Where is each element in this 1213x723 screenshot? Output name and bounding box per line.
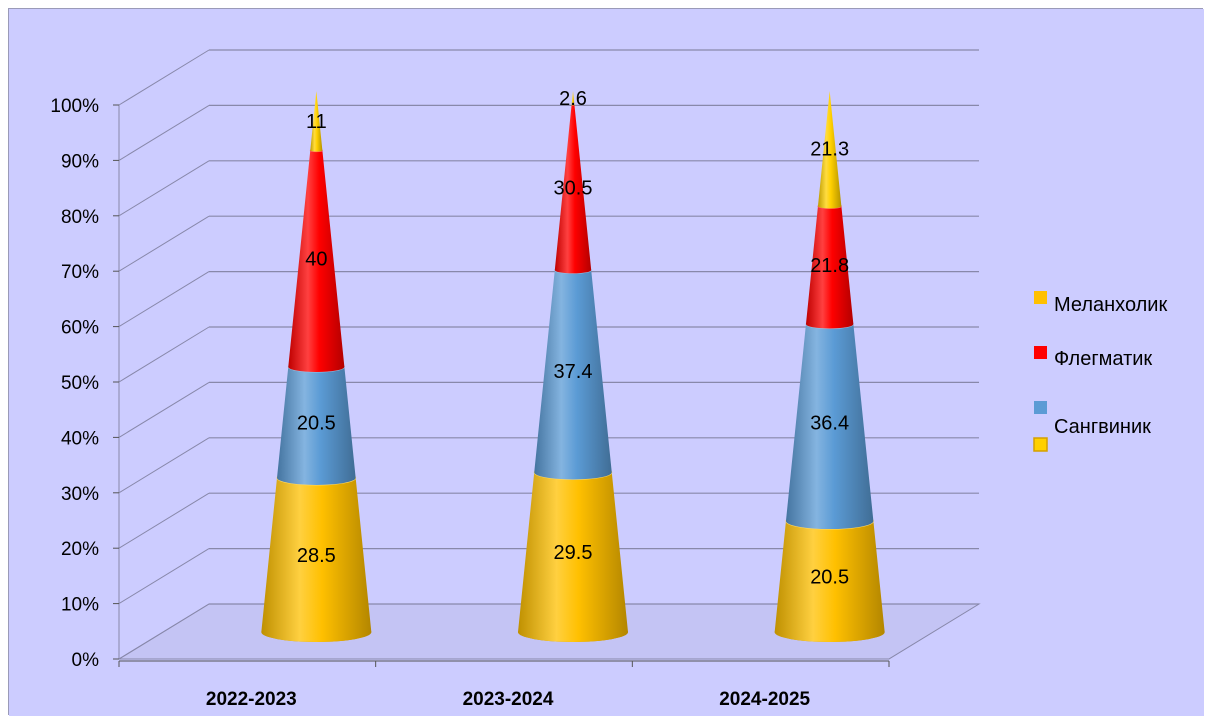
y-tick-label: 60% (61, 318, 99, 339)
data-label: 40 (305, 249, 327, 271)
cone-segment (805, 206, 854, 329)
legend-marker (1034, 346, 1047, 359)
cone-segment (774, 521, 885, 642)
legend-label: Меланхолик (1054, 294, 1167, 316)
legend-marker (1034, 401, 1047, 414)
cone-segment (817, 91, 842, 209)
x-tick-label: 2024-2025 (719, 689, 810, 710)
data-label: 37.4 (554, 361, 593, 383)
gridline-side (118, 326, 210, 383)
data-label: 28.5 (297, 545, 336, 567)
y-tick-label: 10% (61, 595, 99, 616)
data-label: 29.5 (554, 542, 593, 564)
x-tick-label: 2022-2023 (206, 689, 297, 710)
y-tick-label: 30% (61, 484, 99, 505)
data-label: 20.5 (297, 412, 336, 434)
gridline-side (118, 49, 210, 106)
cone-segment (288, 150, 345, 373)
cone-segment (310, 91, 323, 152)
y-tick-label: 90% (61, 151, 99, 172)
y-tick-label: 100% (50, 96, 99, 117)
cone-segment (534, 270, 612, 480)
data-label: 21.8 (810, 255, 849, 277)
gridline-side (118, 215, 210, 272)
y-tick-label: 70% (61, 262, 99, 283)
gridline-side (118, 437, 210, 494)
gridline-side (118, 160, 210, 217)
legend-marker (1034, 291, 1047, 304)
legend-label: Сангвиник (1054, 416, 1151, 438)
gridline-side (118, 548, 210, 605)
y-tick-label: 20% (61, 539, 99, 560)
cone-segment (518, 472, 628, 642)
gridline-side (118, 492, 210, 549)
cone-segment (277, 366, 356, 485)
gridline-side (118, 271, 210, 328)
data-label: 20.5 (810, 567, 849, 589)
y-tick-label: 80% (61, 207, 99, 228)
data-label: 11 (306, 111, 327, 133)
chart-area: 0% 10% 20% 30% 40% 50% 60% 70% 80% 90% 100% 2022-20… (8, 8, 1204, 716)
y-tick-label: 40% (61, 428, 99, 449)
cone (774, 91, 885, 642)
cone (261, 91, 372, 642)
y-tick-label: 50% (61, 373, 99, 394)
gridline-side (118, 104, 210, 161)
legend-label: Флегматик (1054, 348, 1152, 370)
cone-segment (554, 105, 592, 274)
y-tick-label: 0% (72, 650, 100, 671)
legend-marker (1033, 437, 1048, 452)
data-label: 36.4 (810, 413, 849, 435)
data-label: 30.5 (554, 178, 593, 200)
cone-segment (261, 477, 372, 642)
gridline-side (118, 381, 210, 438)
data-label: 21.3 (810, 139, 849, 161)
cone (518, 91, 628, 642)
data-label: 2.6 (559, 88, 587, 110)
x-tick-label: 2023-2024 (463, 689, 554, 710)
chart-svg: 0% 10% 20% 30% 40% 50% 60% 70% 80% 90% 100% 2022-20… (9, 9, 1204, 716)
cone-segment (571, 91, 575, 106)
cone-segment (785, 324, 874, 530)
gridline-side (118, 603, 210, 660)
